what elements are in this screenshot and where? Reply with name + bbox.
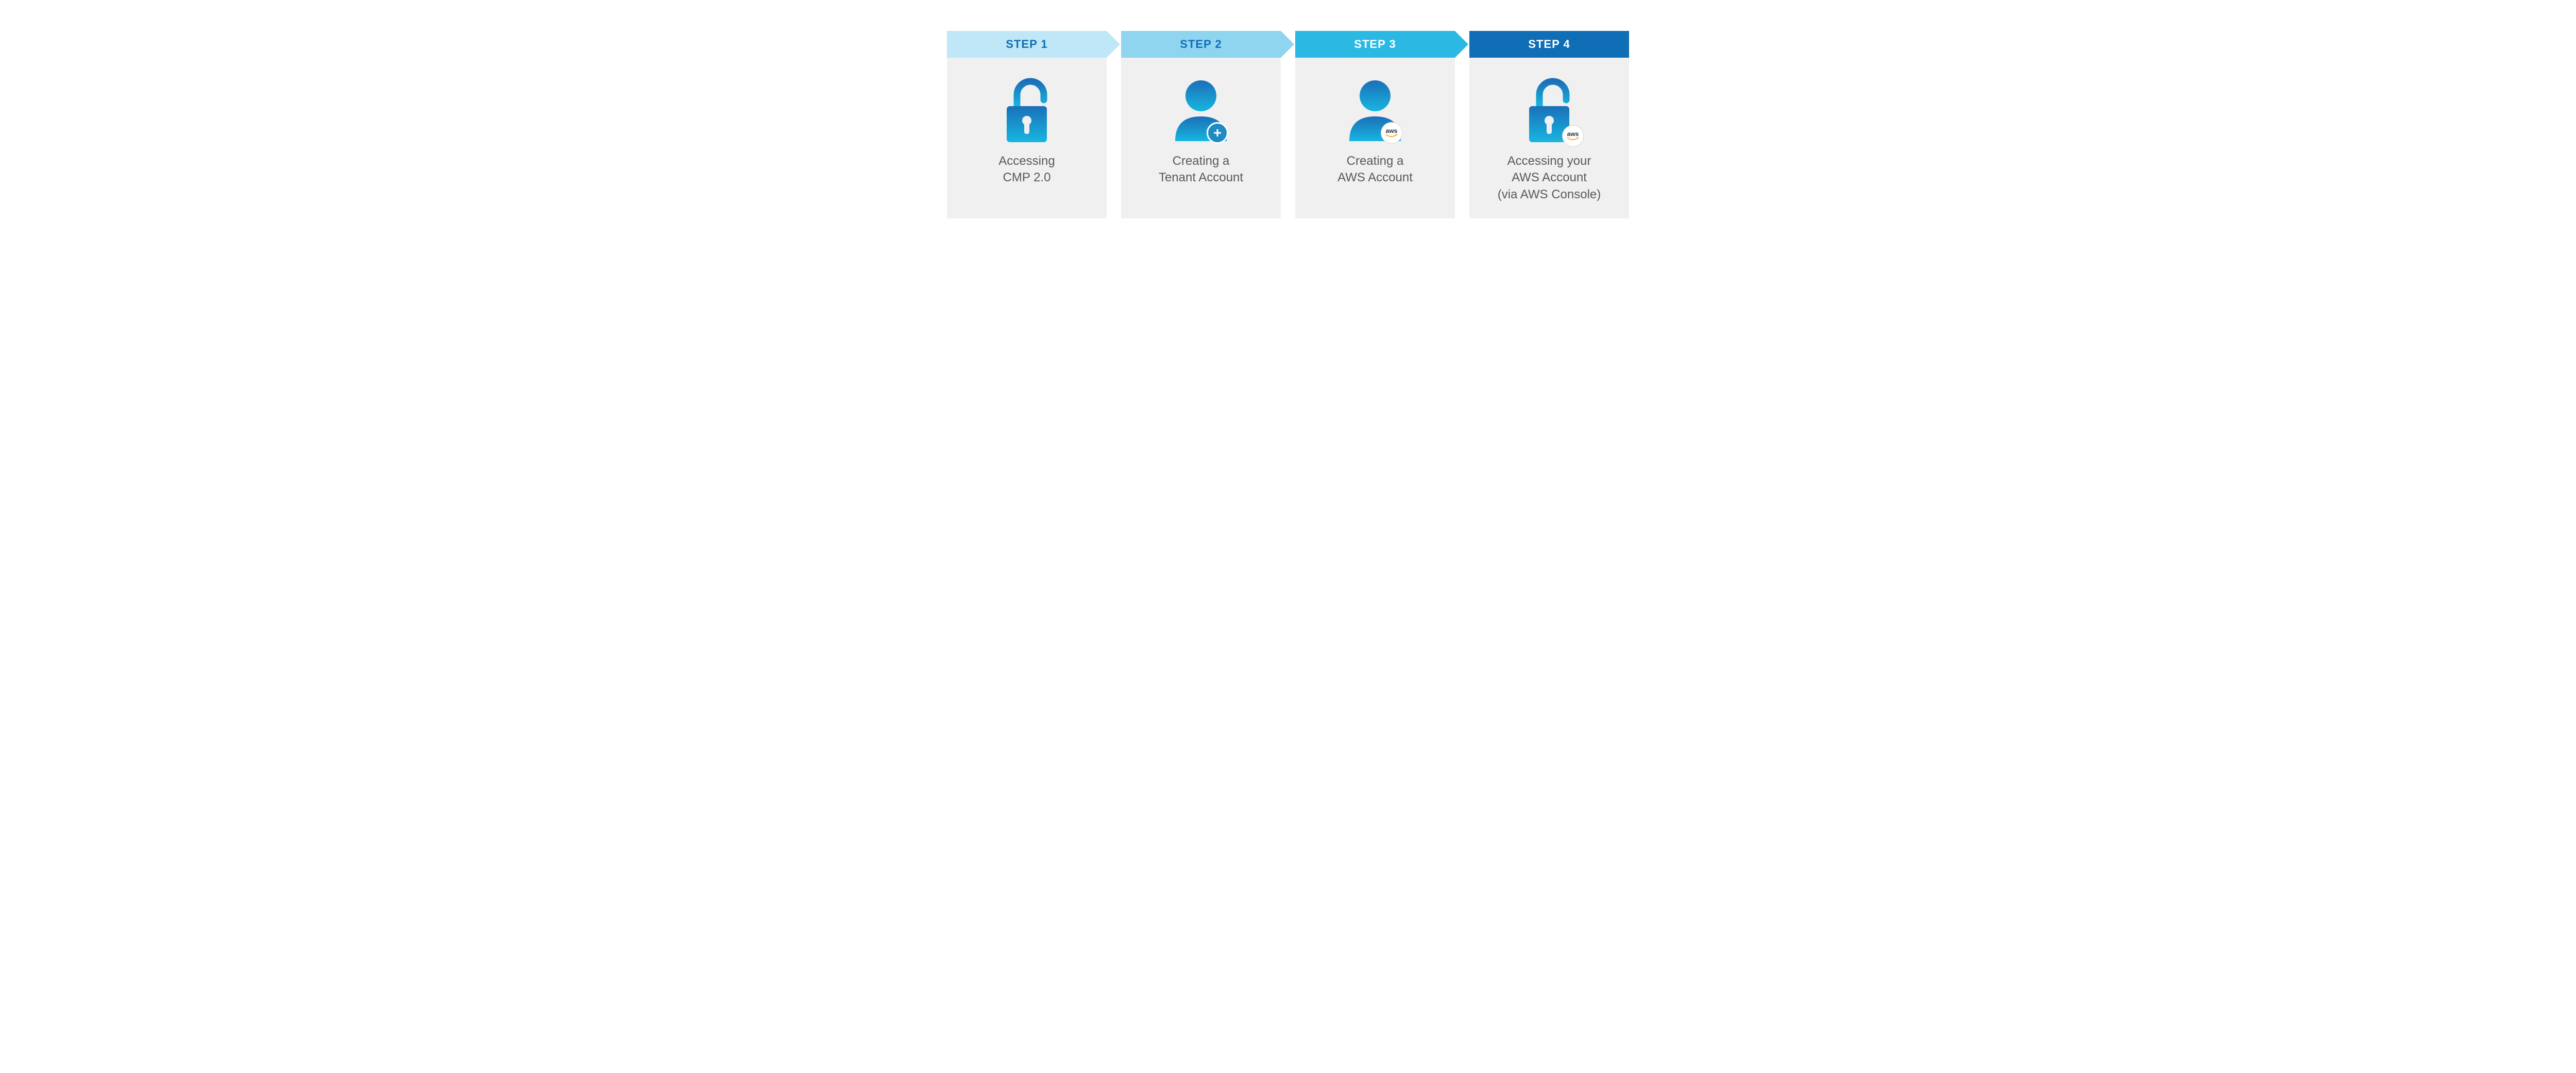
- aws-text: aws: [1567, 131, 1579, 137]
- step-2-label: STEP 2: [1180, 38, 1222, 51]
- step-3-desc-line2: AWS Account: [1337, 169, 1413, 186]
- plus-badge-icon: +: [1207, 122, 1228, 144]
- step-3-icon-wrap: aws: [1303, 70, 1447, 150]
- step-3-label: STEP 3: [1354, 38, 1396, 51]
- step-1-label: STEP 1: [1006, 38, 1047, 51]
- step-3-desc-line1: Creating a: [1337, 153, 1413, 169]
- aws-badge-icon: aws: [1381, 122, 1402, 144]
- step-3-header: STEP 3: [1295, 31, 1455, 58]
- step-3-arrow-icon: [1455, 31, 1468, 58]
- step-1-desc: Accessing CMP 2.0: [998, 153, 1055, 186]
- aws-badge-icon: aws: [1562, 125, 1584, 147]
- step-3: STEP 3 aws: [1295, 31, 1455, 218]
- step-2-desc: Creating a Tenant Account: [1159, 153, 1243, 186]
- step-2-arrow-icon: [1281, 31, 1294, 58]
- step-2-header: STEP 2: [1121, 31, 1281, 58]
- aws-text: aws: [1386, 128, 1398, 134]
- step-2-icon-wrap: +: [1129, 70, 1273, 150]
- step-4-desc-line3: (via AWS Console): [1498, 186, 1601, 203]
- step-1-arrow-icon: [1107, 31, 1120, 58]
- step-1-desc-line1: Accessing: [998, 153, 1055, 169]
- step-3-body: aws Creating a AWS Account: [1295, 58, 1455, 218]
- aws-smile-icon: [1567, 137, 1579, 141]
- step-4-icon-wrap: aws: [1478, 70, 1621, 150]
- aws-smile-icon: [1385, 134, 1398, 138]
- step-4-desc: Accessing your AWS Account (via AWS Cons…: [1498, 153, 1601, 203]
- step-2-desc-line1: Creating a: [1159, 153, 1243, 169]
- step-4-label: STEP 4: [1528, 38, 1570, 51]
- step-1-icon-wrap: [955, 70, 1098, 150]
- step-4: STEP 4 aws: [1469, 31, 1629, 218]
- step-1: STEP 1: [947, 31, 1107, 218]
- step-1-header: STEP 1: [947, 31, 1107, 58]
- plus-symbol: +: [1213, 126, 1222, 140]
- steps-container: STEP 1: [52, 31, 2524, 218]
- step-1-body: Accessing CMP 2.0: [947, 58, 1107, 218]
- step-1-desc-line2: CMP 2.0: [998, 169, 1055, 186]
- step-3-desc: Creating a AWS Account: [1337, 153, 1413, 186]
- unlocked-lock-icon: [998, 74, 1055, 146]
- step-4-desc-line1: Accessing your: [1498, 153, 1601, 169]
- step-4-header: STEP 4: [1469, 31, 1629, 58]
- step-4-desc-line2: AWS Account: [1498, 169, 1601, 186]
- step-4-body: aws Accessing your AWS Account (via AWS …: [1469, 58, 1629, 218]
- step-2-body: + Creating a Tenant Account: [1121, 58, 1281, 218]
- step-2: STEP 2 +: [1121, 31, 1281, 218]
- step-2-desc-line2: Tenant Account: [1159, 169, 1243, 186]
